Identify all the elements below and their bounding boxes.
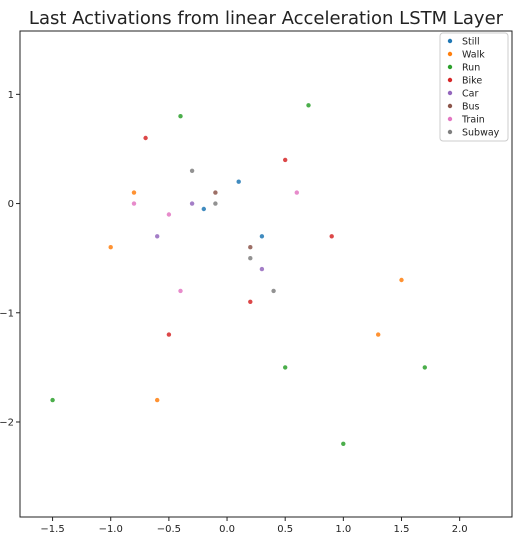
series-still (201, 179, 265, 239)
legend-label-car: Car (462, 89, 478, 100)
legend-label-still: Still (462, 37, 480, 48)
series-subway (189, 168, 276, 294)
x-tick-label: −1.5 (40, 524, 64, 535)
point-train-2 (294, 190, 299, 195)
point-bike-3 (166, 332, 172, 337)
legend-label-walk: Walk (462, 50, 485, 61)
point-walk-0 (108, 245, 113, 250)
legend-label-run: Run (462, 63, 480, 74)
x-tick-label: 2.0 (452, 524, 468, 535)
point-bike-0 (283, 157, 288, 163)
legend-marker-run (447, 64, 453, 70)
point-subway-3 (189, 168, 195, 173)
series-walk (108, 190, 404, 403)
point-train-0 (131, 201, 137, 206)
x-tick-label: 1.0 (335, 524, 351, 535)
legend-label-bike: Bike (462, 76, 482, 87)
y-tick-label: 1 (8, 90, 14, 101)
legend-marker-still (447, 38, 453, 44)
point-run-1 (306, 103, 311, 108)
y-tick-label: −1 (0, 308, 14, 319)
y-tick-label: 0 (8, 199, 14, 210)
point-bus-1 (248, 245, 253, 250)
legend-label-train: Train (461, 115, 485, 126)
legend-marker-bus (447, 103, 453, 109)
legend-label-bus: Bus (462, 102, 480, 113)
legend-label-subway: Subway (462, 128, 500, 139)
x-tick-label: −1.0 (99, 524, 123, 535)
point-walk-1 (131, 190, 137, 195)
point-train-3 (178, 288, 183, 294)
point-walk-3 (155, 397, 160, 403)
series-run (50, 103, 427, 446)
x-tick-label: 0.0 (219, 524, 235, 535)
point-still-1 (236, 179, 241, 184)
point-train-1 (166, 212, 172, 217)
plot-frame (19, 30, 513, 518)
point-run-4 (422, 365, 427, 370)
x-tick-label: 0.5 (277, 524, 293, 535)
legend-marker-car (447, 90, 453, 96)
points-layer (50, 103, 427, 446)
point-bike-2 (329, 234, 334, 239)
point-bike-1 (143, 135, 148, 141)
point-bus-0 (213, 190, 218, 195)
legend-marker-walk (447, 51, 453, 57)
series-bike (143, 135, 334, 337)
x-axis: −1.5 −1.0 −0.5 0.0 0.5 1.0 1.5 2.0 (40, 517, 468, 535)
legend-marker-bike (447, 77, 453, 83)
point-subway-0 (213, 201, 218, 206)
series-bus (213, 190, 253, 250)
point-run-0 (50, 397, 55, 403)
point-car-0 (189, 201, 195, 206)
point-bike-4 (248, 299, 253, 304)
point-still-0 (201, 206, 206, 212)
point-run-5 (283, 365, 288, 370)
series-train (131, 190, 299, 294)
series-car (155, 201, 265, 272)
legend-marker-subway (447, 129, 453, 135)
y-axis: 1 0 −1 −2 (0, 90, 20, 428)
point-walk-2 (399, 277, 404, 283)
legend-box (439, 32, 509, 142)
point-still-2 (259, 234, 265, 239)
point-subway-2 (271, 288, 276, 294)
point-run-3 (178, 114, 183, 119)
x-tick-label: −0.5 (157, 524, 181, 535)
x-tick-label: 1.5 (394, 524, 410, 535)
point-walk-4 (376, 332, 381, 337)
legend: Still Walk Run Bike Car Bus Train Subway (439, 32, 509, 142)
y-tick-label: −2 (0, 417, 14, 428)
point-subway-1 (248, 256, 253, 261)
legend-marker-train (447, 116, 453, 122)
point-car-1 (259, 266, 265, 272)
chart-title: Last Activations from linear Acceleratio… (29, 8, 504, 29)
point-car-2 (155, 234, 160, 239)
point-run-2 (341, 441, 346, 446)
